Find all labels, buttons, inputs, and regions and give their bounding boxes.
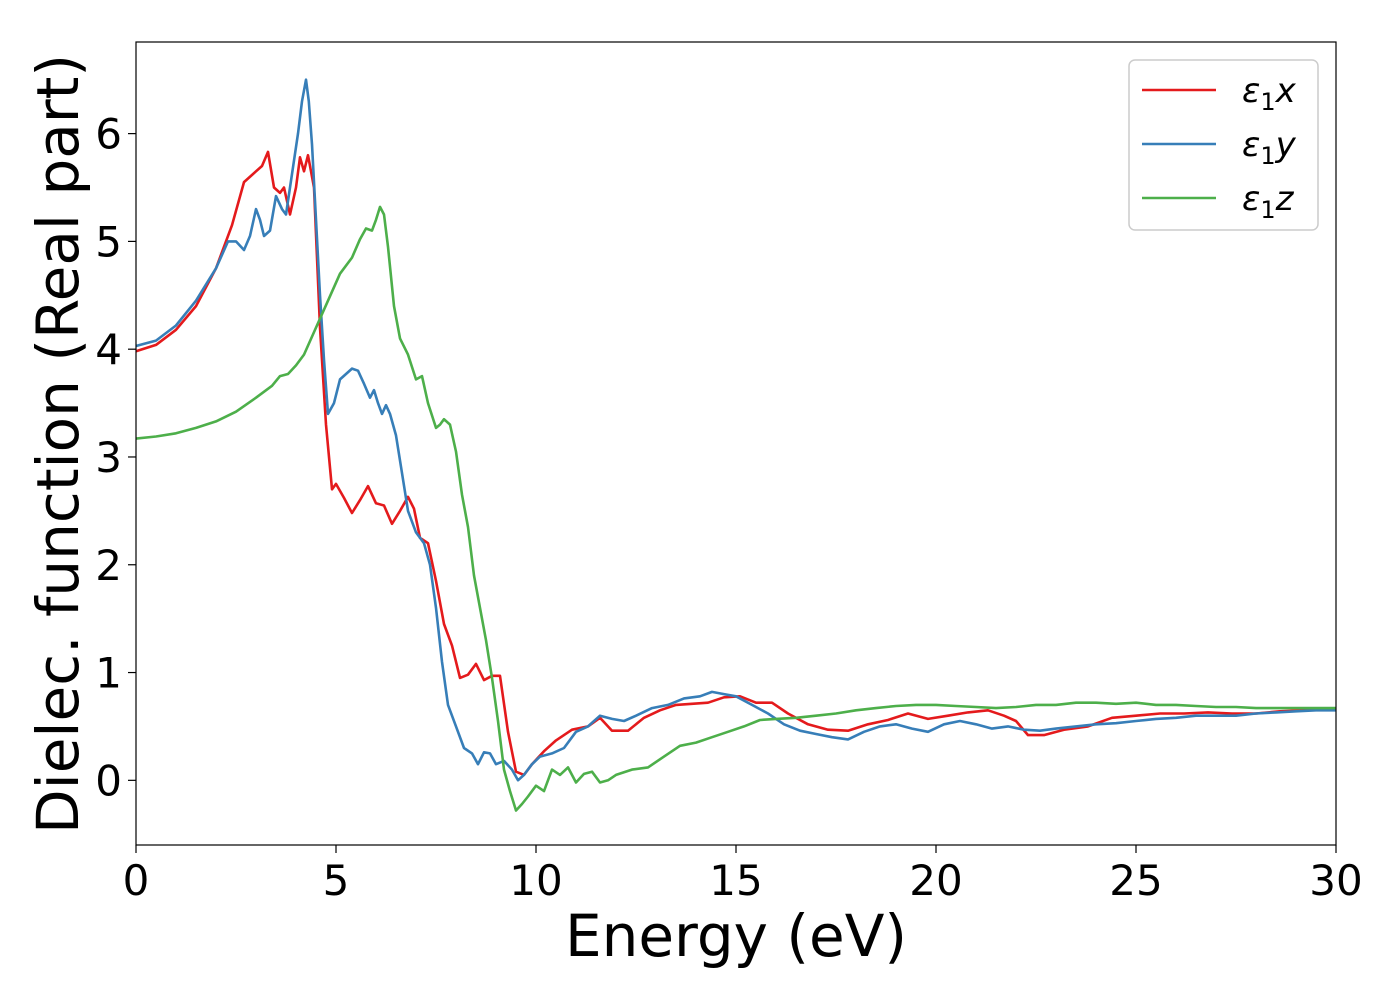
legend-box (1128, 59, 1319, 231)
y-tick-label: 3 (95, 433, 122, 482)
x-tick-label: 15 (709, 856, 762, 905)
x-axis-label: Energy (eV) (565, 902, 907, 970)
x-tick-label: 5 (323, 856, 350, 905)
x-axis: 0 5 10 15 20 25 30 (123, 845, 1363, 905)
series-line-x (136, 150, 1336, 777)
y-tick-label: 4 (95, 325, 122, 374)
x-tick-label: 25 (1109, 856, 1162, 905)
y-tick-label: 1 (95, 649, 122, 698)
series-line-y (136, 78, 1336, 782)
y-tick-label: 5 (95, 217, 122, 266)
y-tick-label: 2 (95, 541, 122, 590)
y-tick-label: 6 (95, 110, 122, 159)
x-tick-label: 10 (509, 856, 562, 905)
y-axis: 0 1 2 3 4 5 6 (95, 110, 136, 805)
legend-label-x: ε1x (1242, 71, 1297, 116)
y-axis-label: Dielec. function (Real part) (24, 54, 92, 834)
legend-label-y: ε1y (1242, 125, 1297, 170)
legend: ε1x ε1y ε1z (1128, 59, 1319, 231)
series-layer (136, 78, 1336, 812)
series-line-z (136, 205, 1336, 812)
legend-label-z: ε1z (1242, 179, 1295, 224)
x-tick-label: 20 (909, 856, 962, 905)
x-tick-label: 30 (1309, 856, 1362, 905)
y-tick-label: 0 (95, 756, 122, 805)
x-tick-label: 0 (123, 856, 150, 905)
